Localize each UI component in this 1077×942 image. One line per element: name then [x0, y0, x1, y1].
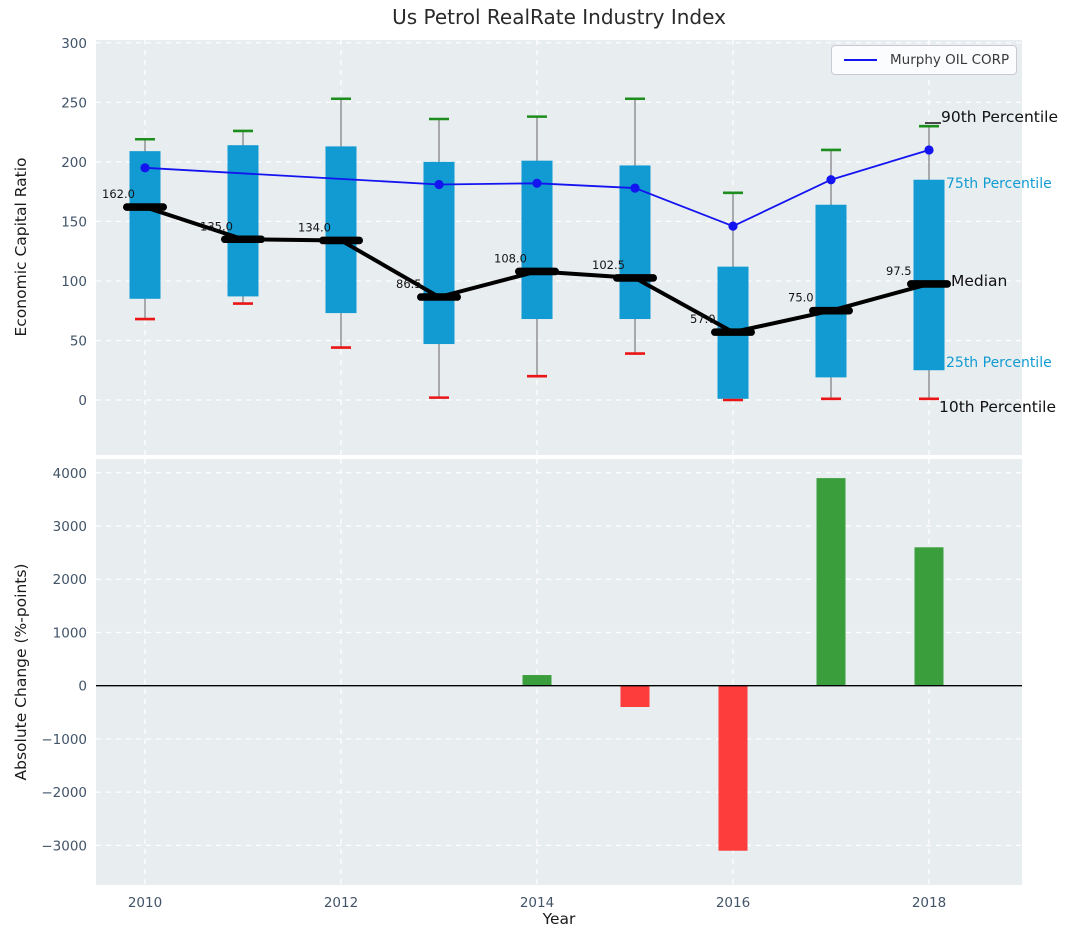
change-bar-2014	[522, 675, 552, 686]
annotation-10th-percentile: 10th Percentile	[939, 398, 1057, 416]
median-value-label-2015: 102.5	[592, 258, 625, 272]
median-dash-2015	[613, 274, 657, 282]
median-value-label-2017: 75.0	[788, 291, 814, 305]
change-bar-2016	[718, 685, 748, 851]
x-tick-label: 2018	[912, 895, 946, 911]
x-tick-label: 2016	[716, 895, 750, 911]
annotation-25th-percentile: 25th Percentile	[946, 355, 1052, 371]
median-value-label-2011: 135.0	[200, 219, 233, 233]
median-dash-2014	[515, 267, 559, 276]
x-tick-label: 2012	[324, 895, 358, 911]
median-value-label-2016: 57.0	[690, 312, 716, 326]
y-tick-label-bottom: −1000	[41, 732, 87, 748]
median-value-label-2010: 162.0	[102, 187, 135, 201]
x-axis-label: Year	[542, 910, 576, 928]
legend: Murphy OIL CORP	[831, 45, 1017, 75]
y-tick-label-top: 200	[61, 155, 87, 171]
change-bar-2018	[914, 547, 944, 686]
chart-title: Us Petrol RealRate Industry Index	[392, 5, 726, 29]
y-tick-label-top: 100	[61, 274, 87, 290]
median-dash-2011	[221, 235, 265, 244]
y-tick-label-bottom: 3000	[53, 519, 87, 535]
y-tick-label-bottom: 2000	[53, 572, 87, 588]
murphy-marker-2013	[434, 179, 444, 190]
murphy-marker-2015	[630, 183, 640, 193]
x-tick-label: 2014	[520, 895, 554, 911]
median-dash-2012	[319, 236, 363, 245]
x-tick-label: 2010	[128, 895, 162, 911]
annotation-median: Median	[951, 272, 1008, 290]
median-value-label-2013: 86.5	[396, 277, 422, 291]
percentile-box-2013	[423, 161, 455, 345]
median-value-label-2012: 134.0	[298, 220, 331, 234]
y-tick-label-top: 150	[61, 214, 87, 230]
legend-line-sample	[844, 59, 877, 61]
median-dash-2017	[809, 306, 853, 315]
bottom-plot-area	[96, 459, 1022, 885]
y-tick-label-top: 300	[61, 36, 87, 52]
annotation-75th-percentile: 75th Percentile	[946, 176, 1052, 192]
y-tick-label-bottom: −3000	[41, 838, 87, 854]
percentile-box-2010	[129, 151, 161, 299]
y-tick-label-bottom: −2000	[41, 785, 87, 801]
y-tick-label-top: 0	[78, 393, 87, 409]
y-tick-label-bottom: 1000	[53, 625, 87, 641]
y-tick-label-bottom: 0	[78, 679, 87, 695]
y-tick-label-top: 250	[61, 95, 87, 111]
y-tick-label-bottom: 4000	[53, 466, 87, 482]
murphy-marker-2017	[826, 175, 836, 185]
median-dash-2018	[907, 280, 951, 288]
percentile-box-2017	[815, 204, 847, 378]
median-value-label-2018: 97.5	[886, 264, 912, 278]
percentile-box-2012	[325, 146, 357, 314]
murphy-marker-2014	[532, 178, 542, 188]
median-value-label-2014: 108.0	[494, 251, 527, 265]
annotation-90th-percentile: 90th Percentile	[941, 108, 1059, 126]
murphy-marker-2018	[924, 145, 934, 155]
top-y-axis-label: Economic Capital Ratio	[12, 157, 30, 337]
percentile-box-2011	[227, 145, 259, 297]
bottom-y-axis-label: Absolute Change (%-points)	[12, 563, 30, 781]
change-bar-2017	[816, 478, 846, 686]
murphy-marker-2010	[140, 163, 150, 173]
percentile-box-2018	[913, 179, 945, 371]
median-dash-2016	[711, 328, 755, 336]
legend-label: Murphy OIL CORP	[890, 52, 1010, 68]
y-tick-label-top: 50	[70, 333, 87, 349]
change-bar-2015	[620, 685, 650, 707]
median-dash-2010	[123, 203, 167, 211]
murphy-marker-2016	[728, 221, 738, 231]
median-dash-2013	[417, 293, 461, 301]
